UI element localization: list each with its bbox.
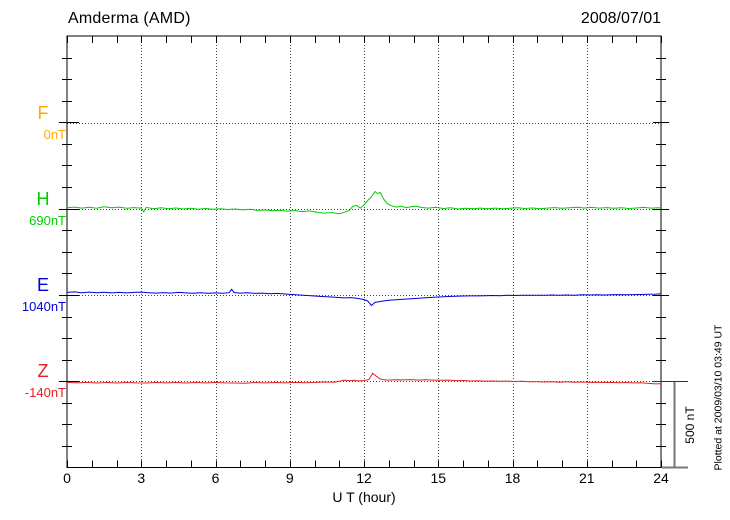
x-tick-label-9: 9	[285, 470, 294, 486]
trace-H	[66, 190, 662, 215]
x-tick-label-3: 3	[137, 470, 146, 486]
trace-E	[66, 288, 662, 307]
scale-bar-label: 500 nT	[683, 406, 697, 444]
component-label-H: H	[36, 188, 50, 209]
plot-date: 2008/07/01	[580, 10, 661, 27]
x-tick-label-15: 15	[430, 470, 447, 486]
component-baseline-value-H: 690nT	[29, 212, 66, 228]
x-tick-label-21: 21	[578, 470, 595, 486]
x-tick-label-12: 12	[356, 470, 372, 486]
component-label-Z: Z	[37, 361, 49, 382]
x-tick-label-6: 6	[211, 470, 220, 486]
trace-Z	[66, 372, 662, 385]
component-baseline-value-F: 0nT	[43, 126, 66, 142]
x-axis-label: U T (hour)	[332, 489, 396, 505]
component-baseline-value-E: 1040nT	[21, 299, 66, 315]
station-title: Amderma (AMD)	[68, 10, 191, 27]
component-label-F: F	[37, 102, 49, 123]
x-tick-label-0: 0	[63, 470, 71, 486]
x-tick-label-24: 24	[653, 470, 669, 486]
component-label-E: E	[36, 275, 49, 296]
x-tick-label-18: 18	[504, 470, 521, 486]
component-baseline-value-Z: -140nT	[24, 385, 66, 401]
plotted-at-footnote: Plotted at 2009/03/10 03:49 UT	[712, 324, 725, 471]
